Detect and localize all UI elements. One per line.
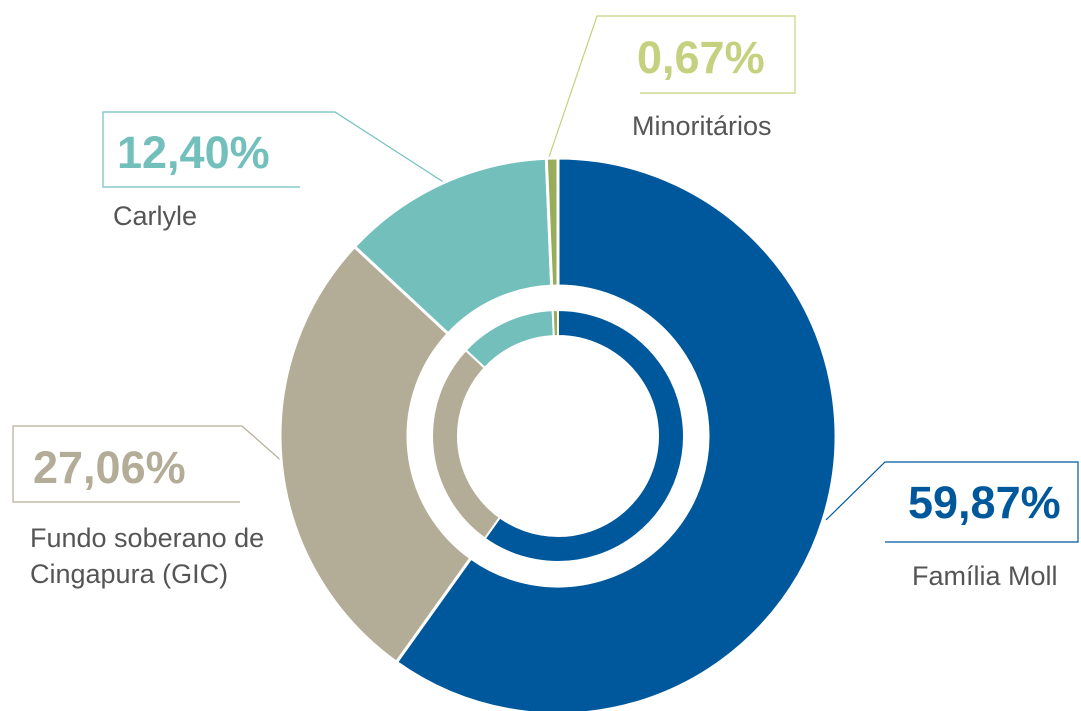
inner-slice xyxy=(431,348,502,540)
value-label: 27,06% xyxy=(33,442,186,493)
rings xyxy=(278,156,838,711)
inner-slice xyxy=(551,308,559,338)
callout-minoritarios xyxy=(547,15,796,161)
inner-slice xyxy=(483,308,685,563)
value-label: 0,67% xyxy=(637,32,765,83)
value-label: 59,87% xyxy=(908,477,1061,528)
category-label: Carlyle xyxy=(113,201,198,231)
category-label: Minoritários xyxy=(632,111,772,141)
slice xyxy=(278,244,473,665)
slice xyxy=(394,156,838,711)
inner-slice xyxy=(464,309,555,370)
category-label: Família Moll xyxy=(912,561,1058,591)
category-label: Fundo soberano de Cingapura (GIC) xyxy=(30,523,265,589)
callout-moll xyxy=(825,461,1079,543)
slice xyxy=(544,156,560,288)
callout-carlyle xyxy=(102,111,446,188)
value-label: 12,40% xyxy=(117,127,270,178)
